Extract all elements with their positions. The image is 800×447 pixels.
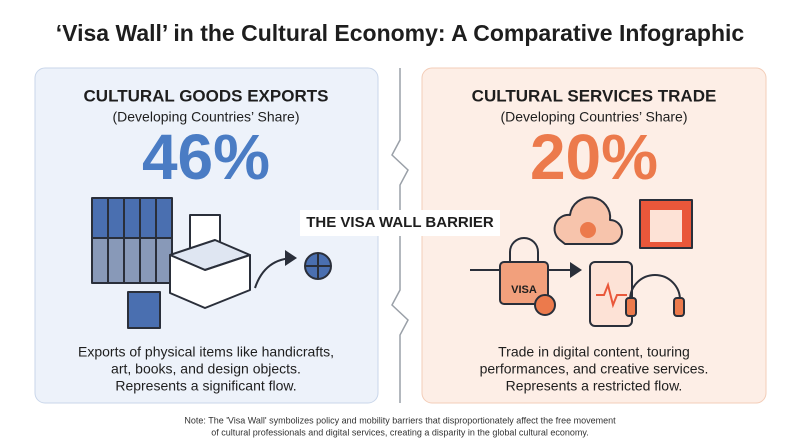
right-description: Trade in digital content, touring (498, 344, 690, 360)
goods-icons (91, 197, 332, 329)
right-heading: CULTURAL SERVICES TRADE (472, 86, 717, 105)
left-figure: 46% (142, 121, 270, 193)
left-description: Represents a significant flow. (115, 378, 296, 394)
wall-line (391, 68, 409, 403)
barrier-bg (300, 210, 500, 236)
right-subheading: (Developing Countries’ Share) (500, 109, 687, 125)
visa-badge: VISA (511, 284, 537, 296)
right-description: Represents a restricted flow. (506, 378, 683, 394)
note: of cultural professionals and digital se… (211, 427, 589, 437)
right-description: performances, and creative services. (480, 361, 709, 377)
left-description: art, books, and design objects. (111, 361, 301, 377)
right-figure: 20% (530, 121, 658, 193)
left-subheading: (Developing Countries’ Share) (112, 109, 299, 125)
barrier-label: THE VISA WALL BARRIER (306, 214, 494, 231)
left-description: Exports of physical items like handicraf… (78, 344, 334, 360)
services-icons (470, 196, 693, 327)
title: ‘Visa Wall’ in the Cultural Economy: A C… (56, 20, 745, 46)
note: Note: The 'Visa Wall' symbolizes policy … (184, 415, 616, 425)
left-heading: CULTURAL GOODS EXPORTS (84, 86, 329, 105)
